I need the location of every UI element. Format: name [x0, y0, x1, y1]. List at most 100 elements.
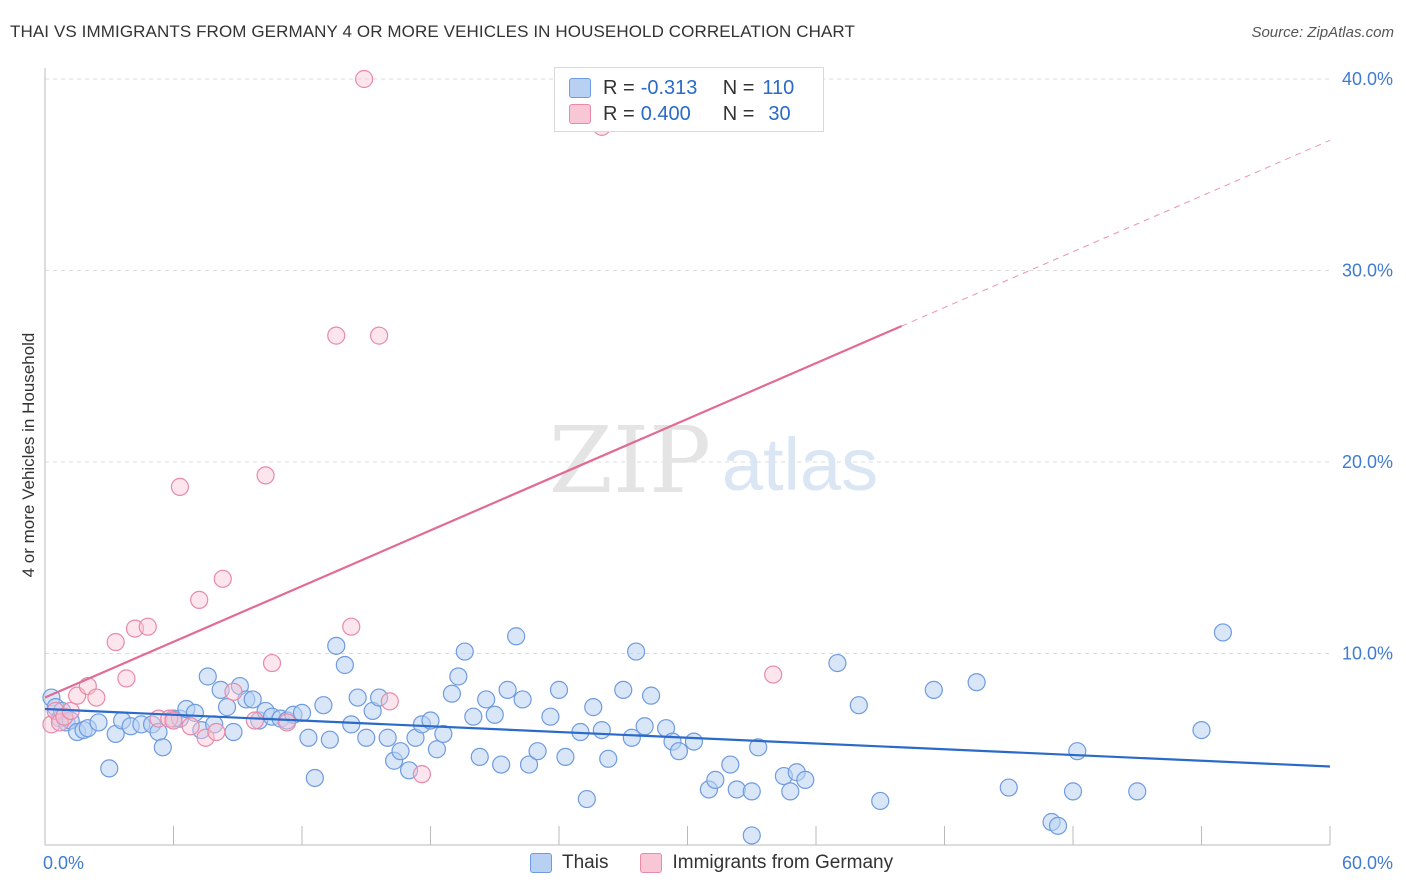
- germany-point: [181, 717, 200, 736]
- thais-point: [342, 715, 361, 734]
- germany-point: [355, 69, 374, 89]
- thais-point: [556, 747, 575, 767]
- thais-trend-line: [44, 707, 1331, 768]
- germany-point: [196, 728, 215, 747]
- legend-row-germany: R = 0.400 N = 30: [569, 103, 791, 125]
- y-tick-label: 30.0%: [1342, 261, 1393, 281]
- germany-point: [87, 688, 106, 707]
- thais-point: [198, 667, 217, 686]
- thais-point: [1063, 782, 1083, 801]
- thais-point: [749, 738, 768, 757]
- germany-point: [256, 466, 275, 485]
- thais-point: [541, 707, 560, 726]
- thais-point: [626, 642, 646, 661]
- thais-point: [100, 759, 119, 778]
- thais-point: [1128, 782, 1147, 801]
- series-legend-thais: Thais: [530, 852, 608, 874]
- correlation-legend: R = -0.313 N = 110 R = 0.400 N = 30: [554, 67, 824, 132]
- thais-point: [781, 782, 800, 801]
- thais-point: [641, 686, 661, 705]
- germany-point: [106, 632, 125, 652]
- thais-point: [528, 742, 547, 761]
- watermark: ZIP atlas: [549, 407, 878, 514]
- thais-point: [849, 696, 868, 715]
- thais-point: [449, 667, 468, 686]
- y-tick-label: 40.0%: [1342, 69, 1393, 89]
- thais-point: [498, 680, 517, 699]
- thais-point: [519, 755, 539, 774]
- germany-points: [42, 69, 783, 784]
- thais-point: [378, 728, 397, 747]
- thais-point: [470, 747, 489, 767]
- legend-n-value: 30: [768, 102, 791, 125]
- germany-trend-extension: [901, 139, 1331, 327]
- thais-point: [684, 732, 704, 751]
- series-label-germany: Immigrants from Germany: [672, 852, 894, 873]
- source-text: Source: ZipAtlas.com: [1251, 24, 1394, 41]
- watermark-zip: ZIP: [549, 407, 711, 514]
- series-legend-germany: Immigrants from Germany: [640, 852, 893, 874]
- thais-point: [391, 742, 410, 761]
- thais-point: [871, 791, 890, 811]
- thais-point: [427, 740, 447, 759]
- thais-point: [370, 688, 389, 707]
- watermark-atlas: atlas: [722, 423, 878, 506]
- axes: [44, 68, 1331, 846]
- thais-point: [89, 713, 108, 732]
- thais-point: [727, 780, 746, 799]
- thais-point: [357, 728, 376, 747]
- thais-point: [224, 722, 243, 742]
- thais-point: [185, 703, 205, 722]
- legend-r-label: R =: [603, 102, 635, 125]
- thais-point: [999, 778, 1018, 797]
- legend-swatch-blue: [569, 78, 591, 98]
- germany-point: [117, 669, 136, 688]
- thais-point: [1048, 816, 1068, 835]
- thais-point: [924, 680, 943, 699]
- thais-point: [577, 789, 596, 809]
- germany-point: [412, 765, 432, 784]
- thais-point: [828, 653, 847, 673]
- germany-point: [370, 326, 389, 345]
- thais-point: [492, 755, 511, 774]
- chart-title: THAI VS IMMIGRANTS FROM GERMANY 4 OR MOR…: [10, 22, 855, 41]
- thais-point: [721, 755, 740, 774]
- legend-row-thais: R = -0.313 N = 110: [569, 77, 794, 99]
- thais-point: [584, 698, 603, 717]
- legend-n-label: N =: [722, 76, 755, 99]
- germany-point: [245, 711, 264, 730]
- legend-n-label: N =: [722, 102, 755, 125]
- thais-point: [305, 768, 324, 788]
- thais-point: [292, 703, 312, 722]
- tick-labels: 10.0% 20.0% 30.0% 40.0% 0.0% 60.0%: [43, 69, 1393, 873]
- thais-point: [485, 705, 504, 724]
- thais-point: [742, 826, 761, 845]
- thais-point: [796, 770, 815, 789]
- series-swatch-pink: [640, 853, 663, 873]
- germany-point: [327, 326, 346, 345]
- germany-point: [224, 682, 243, 701]
- y-tick-label: 20.0%: [1342, 452, 1393, 472]
- thais-point: [421, 711, 440, 730]
- thais-point: [464, 707, 483, 726]
- germany-point: [170, 477, 190, 496]
- thais-point: [507, 627, 526, 646]
- germany-point: [277, 713, 297, 732]
- thais-point: [592, 720, 611, 740]
- legend-swatch-pink: [569, 104, 591, 124]
- series-legend: Thais Immigrants from Germany: [530, 852, 925, 874]
- thais-point: [614, 680, 633, 699]
- legend-r-label: R =: [603, 76, 635, 99]
- thais-point: [348, 688, 367, 707]
- germany-point: [262, 653, 282, 673]
- legend-r-value: 0.400: [640, 102, 691, 125]
- germany-point: [164, 711, 183, 730]
- thais-point: [477, 690, 496, 709]
- thais-point: [622, 728, 641, 747]
- thais-point: [1213, 623, 1233, 642]
- y-tick-label: 10.0%: [1342, 644, 1393, 664]
- thais-point: [434, 724, 453, 744]
- legend-n-value: 110: [762, 76, 795, 99]
- thais-points: [42, 623, 1233, 845]
